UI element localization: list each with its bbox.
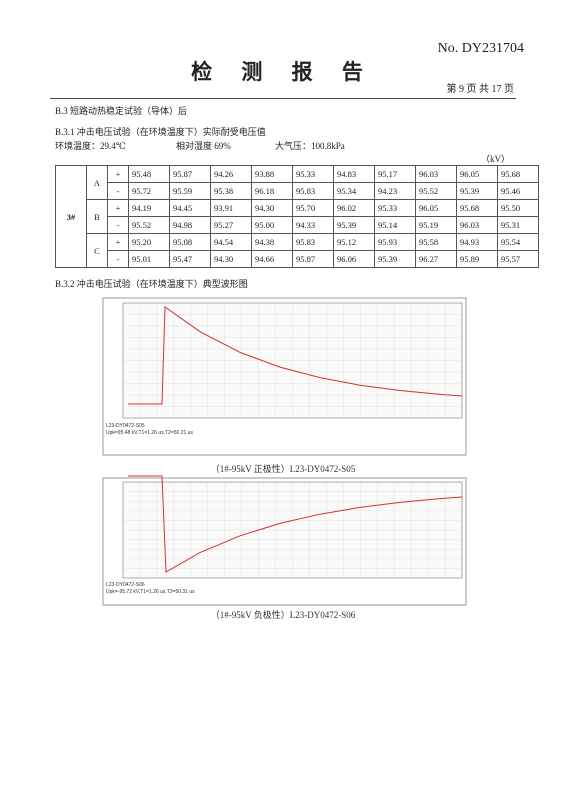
condition: 相对湿度 69% xyxy=(176,141,231,151)
value-cell: 95.57 xyxy=(497,250,539,268)
figure-caption: （1#-95kV 正极性）L23-DY0472-S05 xyxy=(211,463,356,474)
table-row: -95.01 95.47 94.30 94.66 95.87 96.06 95.39 96.2… xyxy=(56,250,539,268)
table-row: -95.72 95.59 95.38 96.18 95.83 95.34 94.23 95.5… xyxy=(56,182,539,200)
report-no: No. DY231704 xyxy=(437,41,524,56)
waveform-figure: L23-DY0472-S06 Upk=-95.72 kV,T1=1.26 us,… xyxy=(102,475,467,606)
section-title: B.3 短路动热稳定试验（导体）后 xyxy=(55,106,188,116)
waveform-curve xyxy=(128,306,463,405)
figure-info: Upk=95.48 kV,T1=1.26 us,T2=50.21 us xyxy=(106,430,193,436)
value-cell: 95.87 xyxy=(292,250,334,268)
value-cell: 95.39 xyxy=(374,250,416,268)
figure-id: L23-DY0472-S05 xyxy=(106,423,145,429)
figure-caption: （1#-95kV 负极性）L23-DY0472-S06 xyxy=(211,609,356,620)
subsection-title: B.3.1 冲击电压试验（在环境温度下）实际耐受电压值 xyxy=(55,127,266,137)
unit: （kV） xyxy=(481,154,510,164)
title: 检 测 报 告 xyxy=(191,60,375,84)
figure-info: Upk=-95.72 kV,T1=1.26 us,T2=50.31 us xyxy=(106,589,195,595)
condition: 大气压：100.8kPa xyxy=(275,141,345,151)
waveform-curve xyxy=(128,475,463,573)
waveform-figure: L23-DY0472-S05 Upk=95.48 kV,T1=1.26 us,T… xyxy=(102,297,467,456)
table-row: 3# A +95.48 95.87 94.26 93.88 95.33 94.83 95.17 9… xyxy=(55,165,539,268)
figure-id: L23-DY0472-S06 xyxy=(106,582,145,588)
table-row: C +95.20 95.08 94.54 94.38 95.83 95.12 95.93 95.… xyxy=(56,233,539,268)
header-rule xyxy=(50,98,516,99)
condition: 环境温度：29.4℃ xyxy=(55,141,126,151)
data-table: 3# A +95.48 95.87 94.26 93.88 95.33 94.83 95.17 9… xyxy=(55,165,539,268)
subsection-title: B.3.2 冲击电压试验（在环境温度下）典型波形图 xyxy=(55,279,248,289)
table-row: -95.52 94.98 95.27 95.00 94.33 95.39 95.14 95.1… xyxy=(56,216,539,234)
page-number: 第 9 页 共 17 页 xyxy=(446,84,515,95)
